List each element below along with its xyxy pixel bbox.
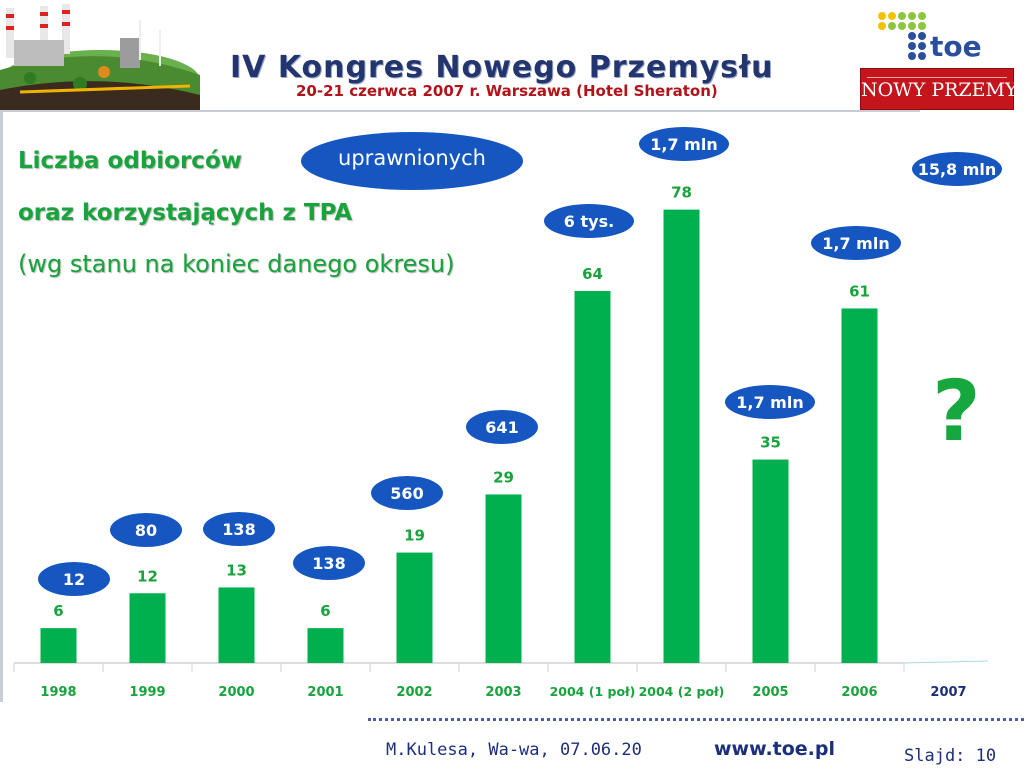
slide-title-line3: (wg stanu na koniec danego okresu) bbox=[18, 250, 455, 278]
oval-annotation bbox=[639, 127, 729, 161]
x-tick-label: 1999 bbox=[129, 685, 165, 700]
x-tick-label: 2004 (2 poł) bbox=[639, 684, 725, 699]
left-border bbox=[0, 112, 3, 702]
footer-slide-number: Slajd: 10 bbox=[904, 746, 997, 766]
footer-divider bbox=[368, 718, 1024, 721]
oval-annotation bbox=[811, 226, 901, 260]
oval-annotation-label: 80 bbox=[135, 521, 157, 540]
oval-annotation-label: 138 bbox=[222, 520, 255, 539]
oval-annotation-label: 12 bbox=[63, 570, 85, 589]
oval-annotation bbox=[466, 410, 538, 444]
nowy-przemysl-logo: NOWY PRZEMYSŁ bbox=[860, 68, 1024, 110]
footer-author: M.Kulesa, Wa-wa, 07.06.20 bbox=[386, 740, 642, 760]
oval-annotation-label: 1,7 mln bbox=[736, 393, 803, 412]
title-oval bbox=[301, 132, 523, 190]
bar bbox=[307, 628, 344, 663]
bar-value-label: 64 bbox=[582, 265, 603, 283]
bar-chart: 6 1998 12 12 1999 80 13 2000 138 6 2001 138 19 2002 56… bbox=[13, 127, 1002, 700]
bar bbox=[129, 593, 166, 663]
header-divider bbox=[0, 110, 920, 112]
bar bbox=[396, 552, 433, 663]
bar-value-label: 78 bbox=[671, 184, 692, 202]
oval-annotation-label: 6 tys. bbox=[564, 212, 614, 231]
bar-value-label: 29 bbox=[493, 468, 514, 486]
np-logo-top-band bbox=[867, 71, 1007, 78]
oval-annotation-label: 560 bbox=[390, 484, 423, 503]
bar bbox=[40, 628, 77, 663]
bar bbox=[485, 494, 522, 663]
x-tick-label: 2006 bbox=[841, 685, 877, 700]
x-tick-label: 2000 bbox=[218, 685, 254, 700]
title-oval-text: uprawnionych bbox=[338, 146, 486, 170]
slide-title-line1: Liczba odbiorców bbox=[18, 148, 242, 174]
x-tick-label: 2007 bbox=[930, 685, 966, 700]
bar-value-label: 6 bbox=[53, 602, 63, 620]
bar-value-label: 61 bbox=[849, 282, 870, 300]
oval-annotation bbox=[544, 204, 634, 238]
congress-subtitle: 20-21 czerwca 2007 r. Warszawa (Hotel Sh… bbox=[296, 82, 718, 100]
question-mark: ? bbox=[932, 362, 981, 460]
x-tick-label: 2004 (1 poł) bbox=[550, 684, 636, 699]
oval-annotation bbox=[203, 512, 275, 546]
x-tick-label: 2003 bbox=[485, 685, 521, 700]
factory-illustration bbox=[0, 4, 200, 112]
slide-header: IV Kongres Nowego Przemysłu 20-21 czerwc… bbox=[0, 0, 1024, 112]
toe-logo-dots-icon bbox=[878, 12, 926, 60]
oval-annotation-label: 1,7 mln bbox=[822, 234, 889, 253]
bar bbox=[841, 308, 878, 663]
slide-title-line2: oraz korzystających z TPA bbox=[18, 200, 353, 226]
bar-value-label: 6 bbox=[320, 602, 330, 620]
x-tick-label: 1998 bbox=[40, 685, 76, 700]
x-tick-label: 2002 bbox=[396, 685, 432, 700]
oval-annotation bbox=[293, 546, 365, 580]
oval-annotation-label: 1,7 mln bbox=[650, 135, 717, 154]
congress-title: IV Kongres Nowego Przemysłu bbox=[230, 50, 774, 85]
bar bbox=[663, 209, 700, 663]
oval-annotation bbox=[725, 385, 815, 419]
bar bbox=[752, 459, 789, 663]
oval-annotation bbox=[110, 513, 182, 547]
footer-url-link[interactable]: www.toe.pl bbox=[714, 738, 836, 760]
bar bbox=[218, 587, 255, 663]
bar-value-label: 13 bbox=[226, 561, 247, 579]
oval-annotation-label: 641 bbox=[485, 418, 518, 437]
oval-annotation bbox=[38, 562, 110, 596]
np-logo-text: NOWY PRZEMYSŁ bbox=[861, 79, 1024, 101]
oval-annotation bbox=[912, 152, 1002, 186]
oval-annotation bbox=[371, 476, 443, 510]
toe-logo-text: toe bbox=[930, 30, 982, 63]
bar-value-label: 19 bbox=[404, 527, 425, 545]
x-tick-label: 2005 bbox=[752, 685, 788, 700]
oval-annotation-label: 138 bbox=[312, 554, 345, 573]
x-axis-extension bbox=[903, 660, 989, 664]
x-tick-label: 2001 bbox=[307, 685, 343, 700]
bar bbox=[574, 291, 611, 663]
oval-annotation-label: 15,8 mln bbox=[918, 160, 997, 179]
bar-value-label: 35 bbox=[760, 434, 781, 452]
bar-value-label: 12 bbox=[137, 567, 158, 585]
